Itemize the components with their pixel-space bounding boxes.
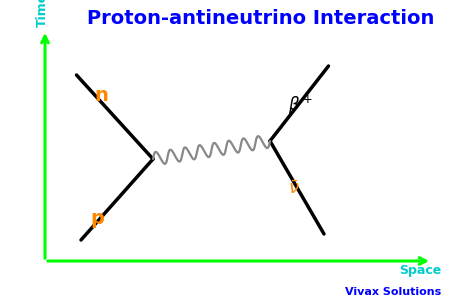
Text: Proton-antineutrino Interaction: Proton-antineutrino Interaction [87,9,435,28]
Text: Vivax Solutions: Vivax Solutions [345,287,441,297]
Text: $\bar{\nu}$: $\bar{\nu}$ [288,180,300,198]
Text: p: p [90,209,104,229]
Text: Time: Time [36,0,49,27]
Text: $\beta^+$: $\beta^+$ [288,93,313,117]
Text: n: n [94,86,108,106]
Text: Space: Space [399,264,441,277]
